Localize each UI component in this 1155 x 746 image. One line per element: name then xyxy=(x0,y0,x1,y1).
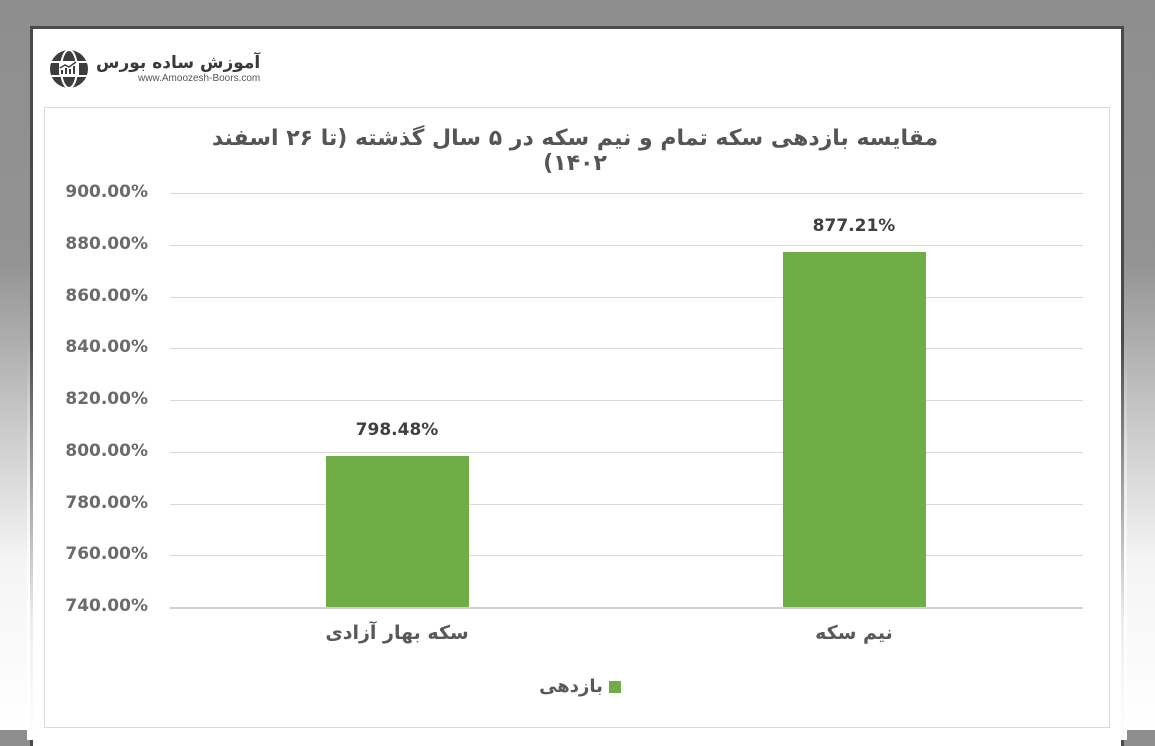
gridline xyxy=(170,555,1083,556)
gridline xyxy=(170,607,1083,609)
y-tick-label: 800.00% xyxy=(65,441,148,461)
gridline xyxy=(170,245,1083,246)
chart-title: مقایسه بازدهی سکه تمام و نیم سکه در ۵ سا… xyxy=(211,126,939,176)
legend-swatch xyxy=(608,680,621,693)
chart-frame xyxy=(44,107,1110,728)
logo-url: www.Amoozesh-Boors.com xyxy=(137,73,261,84)
bar xyxy=(326,456,469,607)
x-category-label: سکه بهار آزادی xyxy=(325,622,469,644)
gridline xyxy=(170,297,1083,298)
bar-data-label: 798.48% xyxy=(355,420,439,440)
bar-data-label: 877.21% xyxy=(812,216,896,236)
gridline xyxy=(170,452,1083,453)
bar xyxy=(783,252,926,607)
y-tick-label: 820.00% xyxy=(65,389,148,409)
logo: آموزش ساده بورس www.Amoozesh-Boors.com xyxy=(48,47,260,91)
logo-name: آموزش ساده بورس xyxy=(96,53,261,73)
gridline xyxy=(170,400,1083,401)
y-tick-label: 740.00% xyxy=(65,596,148,616)
gridline xyxy=(170,348,1083,349)
y-tick-label: 900.00% xyxy=(65,182,148,202)
gridline xyxy=(170,193,1083,194)
y-tick-label: 880.00% xyxy=(65,234,148,254)
x-category-label: نیم سکه xyxy=(815,622,893,644)
y-tick-label: 860.00% xyxy=(65,286,148,306)
y-tick-label: 760.00% xyxy=(65,544,148,564)
y-tick-label: 780.00% xyxy=(65,493,148,513)
gridline xyxy=(170,504,1083,505)
globe-chart-icon xyxy=(50,49,88,89)
legend-label: بازدهی xyxy=(539,676,603,697)
y-tick-label: 840.00% xyxy=(65,337,148,357)
legend: بازدهی xyxy=(480,676,680,697)
